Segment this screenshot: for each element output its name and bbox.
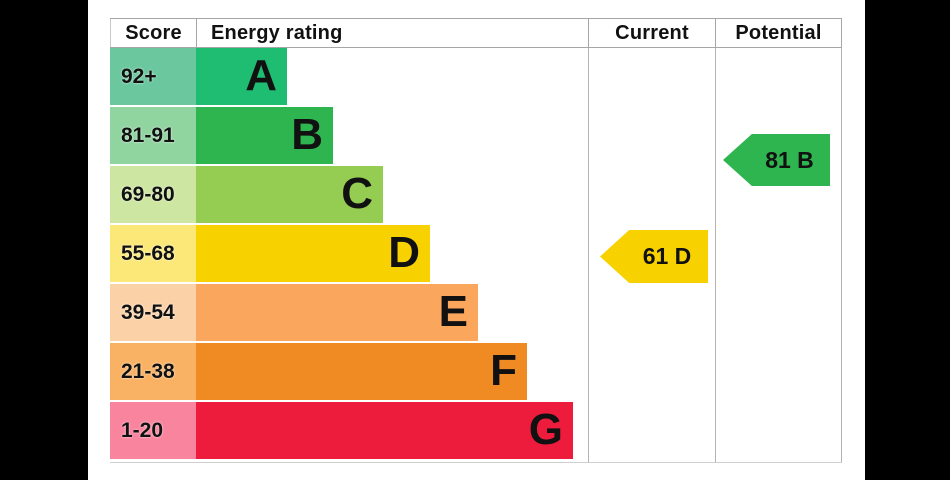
score-range-cell-e: 39-54 [110,284,196,341]
rating-letter-g: G [528,404,563,454]
rating-letter-c: C [341,168,373,218]
band-row-e: 39-54 E [110,284,842,343]
rating-bar-d: D [196,225,430,282]
rating-bar-c: C [196,166,383,223]
score-range-label: 69-80 [121,182,175,206]
score-range-label: 55-68 [121,241,175,265]
score-range-label: 21-38 [121,359,175,383]
current-rating-arrow: 61 D [600,230,708,283]
current-column-divider [588,48,589,462]
score-range-label: 1-20 [121,418,164,442]
rating-letter-b: B [291,109,323,159]
rating-bar-e: E [196,284,478,341]
table-header: Score Energy rating Current Potential [110,18,842,48]
header-current: Current [588,19,715,47]
header-score: Score [110,19,196,47]
band-row-a: 92+ A [110,48,842,107]
score-range-label: 39-54 [121,300,175,324]
band-row-g: 1-20 G [110,402,842,461]
white-panel: Score Energy rating Current Potential 92… [88,0,865,480]
rating-letter-f: F [490,345,517,395]
table-right-border [841,48,842,462]
rating-letter-a: A [245,50,277,100]
rating-bar-b: B [196,107,333,164]
rating-letter-d: D [388,227,420,277]
potential-rating-label: 81 B [765,146,814,173]
epc-rating-chart: Score Energy rating Current Potential 92… [110,18,842,464]
rating-bar-f: F [196,343,527,400]
score-range-cell-b: 81-91 [110,107,196,164]
score-range-cell-g: 1-20 [110,402,196,459]
header-potential: Potential [715,19,842,47]
score-range-cell-c: 69-80 [110,166,196,223]
rating-bar-a: A [196,48,287,105]
rating-letter-e: E [438,286,468,336]
score-range-label: 81-91 [121,123,175,147]
current-rating-label: 61 D [642,243,692,269]
band-row-f: 21-38 F [110,343,842,402]
potential-column-divider [715,48,716,462]
band-row-b: 81-91 B [110,107,842,166]
table-bottom-border [110,462,842,463]
rating-bar-g: G [196,402,573,459]
score-range-cell-d: 55-68 [110,225,196,282]
band-rows: 92+ A 81-91 B 69-80 C 55-68 D 39-54 E [110,48,842,461]
band-row-d: 55-68 D [110,225,842,284]
band-row-c: 69-80 C [110,166,842,225]
score-range-label: 92+ [121,64,157,88]
score-range-cell-f: 21-38 [110,343,196,400]
score-range-cell-a: 92+ [110,48,196,105]
header-energy-rating: Energy rating [196,19,588,47]
